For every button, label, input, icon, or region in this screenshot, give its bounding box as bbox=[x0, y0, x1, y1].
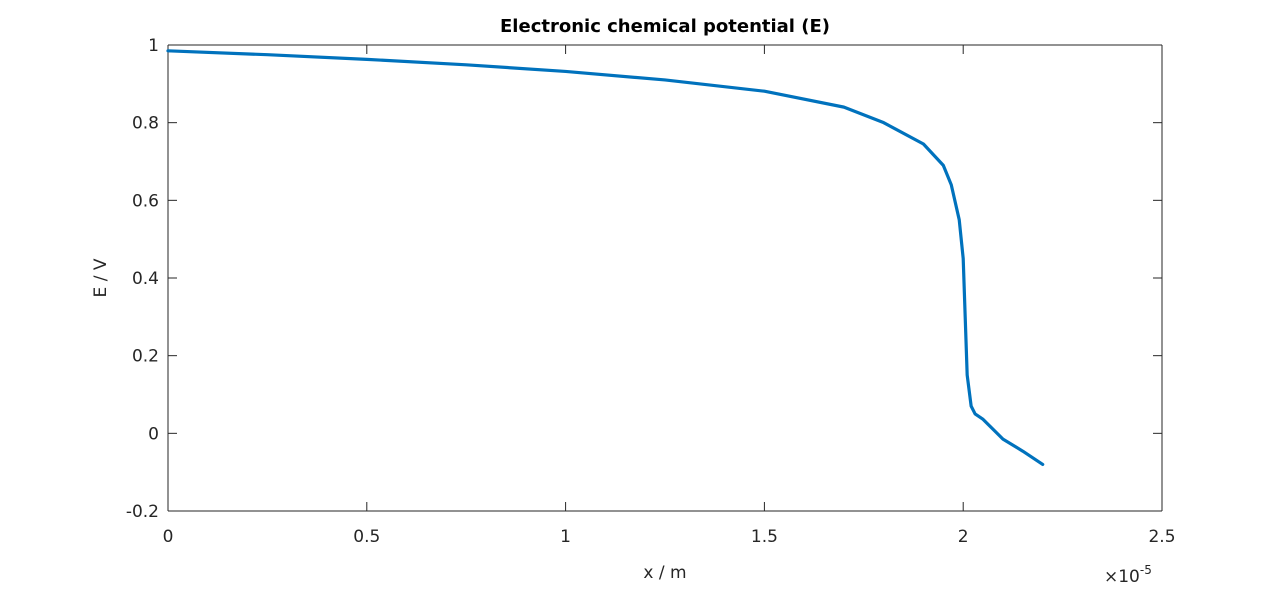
x-tick-label: 2 bbox=[958, 527, 969, 547]
y-tick-label: 1 bbox=[148, 36, 159, 56]
y-tick-label: 0.2 bbox=[132, 347, 159, 367]
chart-title: Electronic chemical potential (E) bbox=[500, 16, 830, 37]
data-line bbox=[166, 49, 1045, 466]
y-tick-label: 0.6 bbox=[132, 191, 159, 211]
x-tick-label: 0.5 bbox=[353, 527, 380, 547]
x-tick-label: 1 bbox=[560, 527, 571, 547]
y-tick-label: 0 bbox=[148, 424, 159, 444]
axes-frame bbox=[167, 44, 1163, 512]
y-axis-label: E / V bbox=[91, 258, 111, 297]
x-tick-label: 2.5 bbox=[1148, 527, 1175, 547]
y-tick-label: 0.4 bbox=[132, 269, 159, 289]
x-axis-label: x / m bbox=[643, 563, 686, 583]
x-multiplier: ×10-5 bbox=[1104, 563, 1152, 587]
x-multiplier-base: ×10 bbox=[1104, 567, 1140, 587]
y-tick-label: -0.2 bbox=[126, 502, 159, 522]
x-tick-label: 0 bbox=[163, 527, 174, 547]
y-tick-label: 0.8 bbox=[132, 114, 159, 134]
x-multiplier-exponent: -5 bbox=[1140, 563, 1152, 577]
x-tick-label: 1.5 bbox=[751, 527, 778, 547]
